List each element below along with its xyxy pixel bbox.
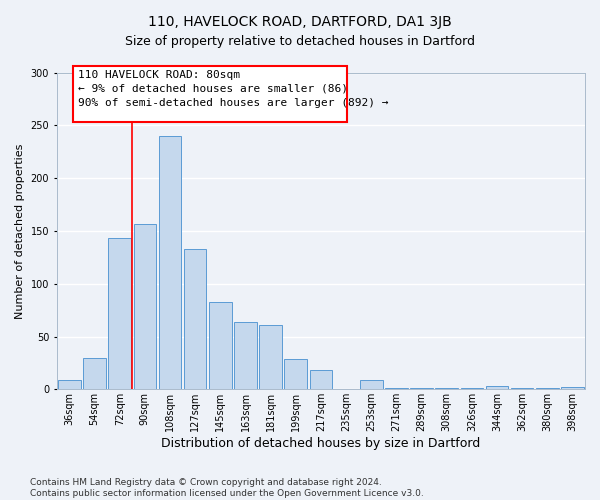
Text: 110, HAVELOCK ROAD, DARTFORD, DA1 3JB: 110, HAVELOCK ROAD, DARTFORD, DA1 3JB	[148, 15, 452, 29]
Bar	[134, 224, 156, 390]
Text: 110 HAVELOCK ROAD: 80sqm
← 9% of detached houses are smaller (86)
90% of semi-de: 110 HAVELOCK ROAD: 80sqm ← 9% of detache…	[78, 70, 388, 108]
Bar	[461, 388, 483, 390]
Bar	[284, 358, 307, 390]
Bar	[234, 322, 257, 390]
Bar	[83, 358, 106, 390]
Bar	[184, 249, 206, 390]
Bar	[511, 388, 533, 390]
Bar	[536, 388, 559, 390]
Bar	[209, 302, 232, 390]
Text: Size of property relative to detached houses in Dartford: Size of property relative to detached ho…	[125, 35, 475, 48]
FancyBboxPatch shape	[73, 66, 347, 122]
Bar	[385, 388, 407, 390]
Bar	[310, 370, 332, 390]
Bar	[360, 380, 383, 390]
Text: Contains HM Land Registry data © Crown copyright and database right 2024.
Contai: Contains HM Land Registry data © Crown c…	[30, 478, 424, 498]
Bar	[158, 136, 181, 390]
Bar	[436, 388, 458, 390]
Bar	[410, 388, 433, 390]
Bar	[58, 380, 81, 390]
Bar	[259, 325, 282, 390]
Bar	[485, 386, 508, 390]
Bar	[561, 387, 584, 390]
Y-axis label: Number of detached properties: Number of detached properties	[15, 144, 25, 318]
X-axis label: Distribution of detached houses by size in Dartford: Distribution of detached houses by size …	[161, 437, 481, 450]
Bar	[109, 238, 131, 390]
